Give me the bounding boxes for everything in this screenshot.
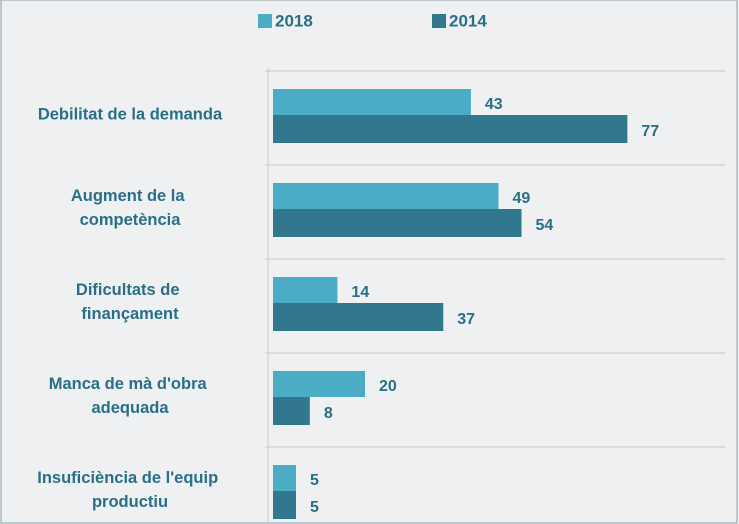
legend-swatch bbox=[258, 14, 272, 28]
label-line: Manca de mà d'obra bbox=[49, 375, 212, 393]
label-line: Augment de la bbox=[71, 187, 189, 205]
label-line: productiu bbox=[92, 493, 168, 511]
value-label: 49 bbox=[513, 190, 531, 207]
y-tick-label: Manca de mà d'obra adequada bbox=[49, 375, 212, 417]
value-label: 77 bbox=[641, 123, 659, 140]
legend-label: 2018 bbox=[275, 11, 313, 30]
legend-swatch bbox=[432, 14, 446, 28]
bar bbox=[273, 115, 628, 143]
bar bbox=[273, 465, 297, 491]
bar bbox=[273, 89, 471, 115]
label-line: adequada bbox=[91, 399, 169, 417]
bar bbox=[273, 491, 297, 519]
label-line: finançament bbox=[81, 305, 179, 323]
legend-label: 2014 bbox=[449, 11, 487, 30]
label-line: competència bbox=[80, 211, 182, 229]
value-label: 43 bbox=[485, 96, 503, 113]
value-label: 8 bbox=[324, 405, 333, 422]
bar bbox=[273, 209, 522, 237]
y-tick-label: Dificultats de finançament bbox=[76, 281, 184, 323]
value-label: 54 bbox=[536, 217, 554, 234]
value-label: 20 bbox=[379, 378, 397, 395]
bar bbox=[273, 277, 338, 303]
label-line: Insuficiència de l'equip bbox=[37, 469, 222, 487]
y-tick-label: Augment de la competència bbox=[71, 187, 189, 229]
bar bbox=[273, 303, 444, 331]
value-label: 14 bbox=[351, 284, 369, 301]
y-tick-label: Debilitat de la demanda bbox=[38, 105, 223, 123]
label-line: Dificultats de bbox=[76, 281, 184, 299]
bar bbox=[273, 183, 499, 209]
bar bbox=[273, 397, 310, 425]
value-label: 5 bbox=[310, 472, 319, 489]
bar bbox=[273, 371, 366, 397]
y-tick-label: Insuficiència de l'equip productiu bbox=[37, 469, 222, 511]
value-label: 37 bbox=[457, 311, 475, 328]
value-label: 5 bbox=[310, 499, 319, 516]
